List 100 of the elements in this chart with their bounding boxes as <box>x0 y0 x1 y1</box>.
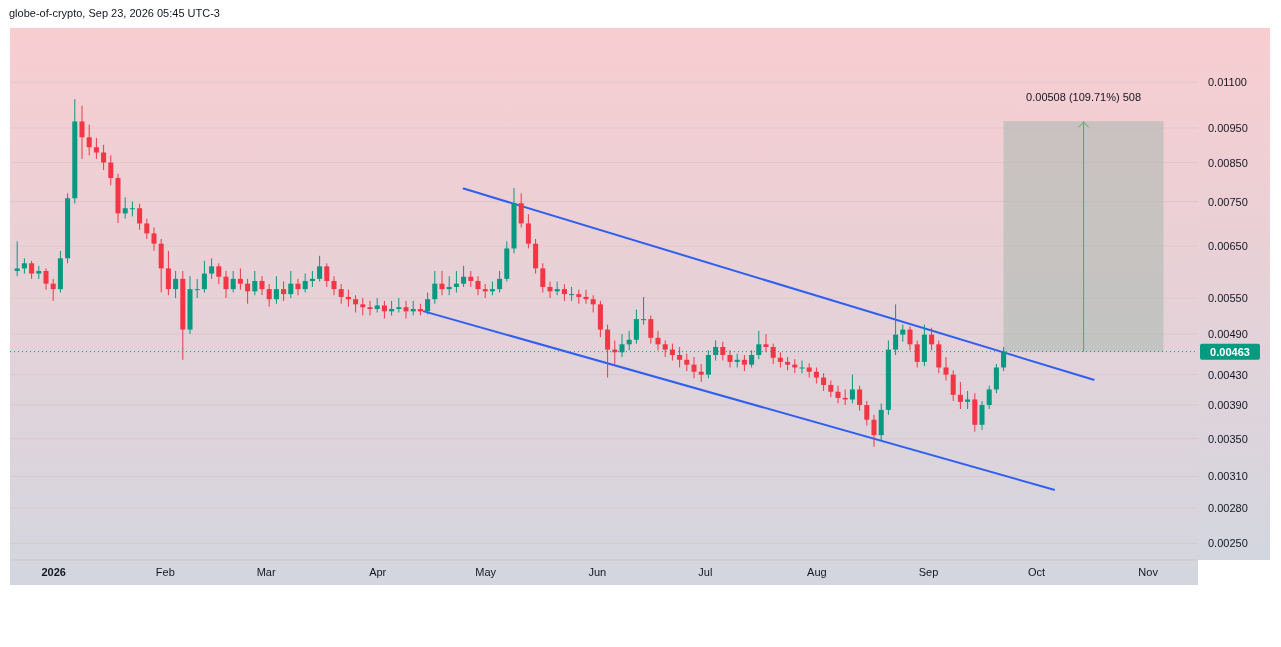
y-tick-label: 0.00550 <box>1208 292 1248 305</box>
x-tick-label: May <box>475 565 497 578</box>
candlestick <box>439 270 445 296</box>
candlestick <box>29 260 35 280</box>
x-tick-label: Oct <box>1027 565 1046 578</box>
candlestick <box>273 275 279 305</box>
candlestick <box>950 369 956 402</box>
y-tick-label: 0.00850 <box>1208 156 1248 169</box>
candlestick <box>936 339 942 374</box>
y-tick-label: 0.00350 <box>1208 432 1248 445</box>
x-tick-label: Nov <box>1138 565 1159 578</box>
candlestick <box>547 281 553 299</box>
x-tick-label: Sep <box>918 565 939 578</box>
candlestick <box>648 315 654 345</box>
candlestick <box>108 154 114 186</box>
candlestick <box>331 275 337 296</box>
candlestick <box>446 275 452 296</box>
annotation: 0.00508 (109.71%) 508 <box>1026 91 1142 104</box>
candlestick <box>475 275 481 296</box>
candlestick <box>324 262 330 288</box>
candlestick <box>295 278 301 296</box>
candlestick <box>525 213 531 249</box>
candlestick <box>194 278 200 299</box>
candlestick <box>223 270 229 299</box>
x-tick-label: Jun <box>588 565 607 578</box>
candlestick <box>720 341 726 361</box>
candlestick <box>799 359 805 374</box>
candlestick <box>230 270 236 293</box>
candlestick <box>14 240 20 277</box>
candlestick <box>633 309 639 345</box>
candlestick <box>317 255 323 283</box>
candlestick <box>259 275 265 296</box>
x-tick-label: 2026 <box>41 565 66 578</box>
candlestick <box>50 278 56 302</box>
candlestick <box>497 270 503 293</box>
y-tick-label: 0.00950 <box>1208 122 1248 134</box>
candlestick <box>151 226 157 252</box>
candlestick <box>655 330 661 351</box>
candlestick <box>101 144 107 171</box>
candlestick <box>43 267 49 291</box>
x-tick-label: Apr <box>369 565 387 578</box>
candlestick <box>144 218 150 240</box>
candlestick <box>641 296 647 326</box>
y-tick-label: 0.00390 <box>1208 399 1248 412</box>
candlestick <box>849 374 855 404</box>
candlestick <box>583 289 589 305</box>
x-tick-label: Jul <box>698 565 713 578</box>
candlestick <box>216 262 222 285</box>
ref-line-label: 0.00463 <box>1210 345 1250 358</box>
candlestick <box>914 339 920 368</box>
candlestick <box>677 346 683 368</box>
y-tick-label: 0.00490 <box>1208 328 1248 341</box>
candlestick <box>986 385 992 410</box>
candlestick <box>979 400 985 431</box>
candlestick <box>209 257 215 280</box>
y-tick-label: 0.00650 <box>1208 240 1248 253</box>
candlestick <box>957 381 963 410</box>
x-tick-label: Mar <box>256 565 276 578</box>
candlestick <box>173 270 179 299</box>
candlestick <box>252 270 258 296</box>
candlestick <box>93 137 99 160</box>
candlestick <box>453 270 459 293</box>
y-tick-label: 0.00280 <box>1208 502 1248 515</box>
candlestick <box>461 265 467 288</box>
candlestick <box>907 325 913 351</box>
candlestick <box>425 291 431 315</box>
chart-title: globe-of-crypto, Sep 23, 2026 05:45 UTC-3 <box>9 7 220 19</box>
candlestick <box>403 300 409 320</box>
candlestick <box>540 262 546 293</box>
candlestick <box>871 414 877 448</box>
candlestick <box>165 250 171 296</box>
candlestick <box>770 343 776 365</box>
candlestick <box>266 283 272 308</box>
candlestick <box>432 270 438 305</box>
candlestick <box>518 192 524 228</box>
candlestick <box>396 297 402 314</box>
candlestick <box>367 300 373 316</box>
candlestick <box>691 356 697 379</box>
candlestick <box>864 400 870 427</box>
candlestick <box>137 203 143 231</box>
x-tick-label: Aug <box>807 565 827 578</box>
candlestick <box>943 356 949 381</box>
y-tick-label: 0.00430 <box>1208 368 1248 381</box>
y-tick-label: 0.00250 <box>1208 537 1248 550</box>
candlestick <box>993 363 999 394</box>
candlestick <box>302 273 308 293</box>
candlestick <box>338 283 344 305</box>
y-tick-label: 0.00750 <box>1208 195 1248 208</box>
y-tick-label: 0.01100 <box>1208 76 1247 89</box>
candlestick <box>237 267 243 291</box>
candlestick <box>122 196 128 220</box>
candlestick <box>86 124 92 156</box>
candlestick <box>929 327 935 351</box>
candlestick <box>569 286 575 302</box>
candlestick <box>857 385 863 412</box>
y-tick-label: 0.00310 <box>1208 470 1248 483</box>
candlestick <box>605 324 611 379</box>
candlestick <box>281 281 287 302</box>
candlestick <box>965 390 971 410</box>
candlestick <box>763 333 769 353</box>
